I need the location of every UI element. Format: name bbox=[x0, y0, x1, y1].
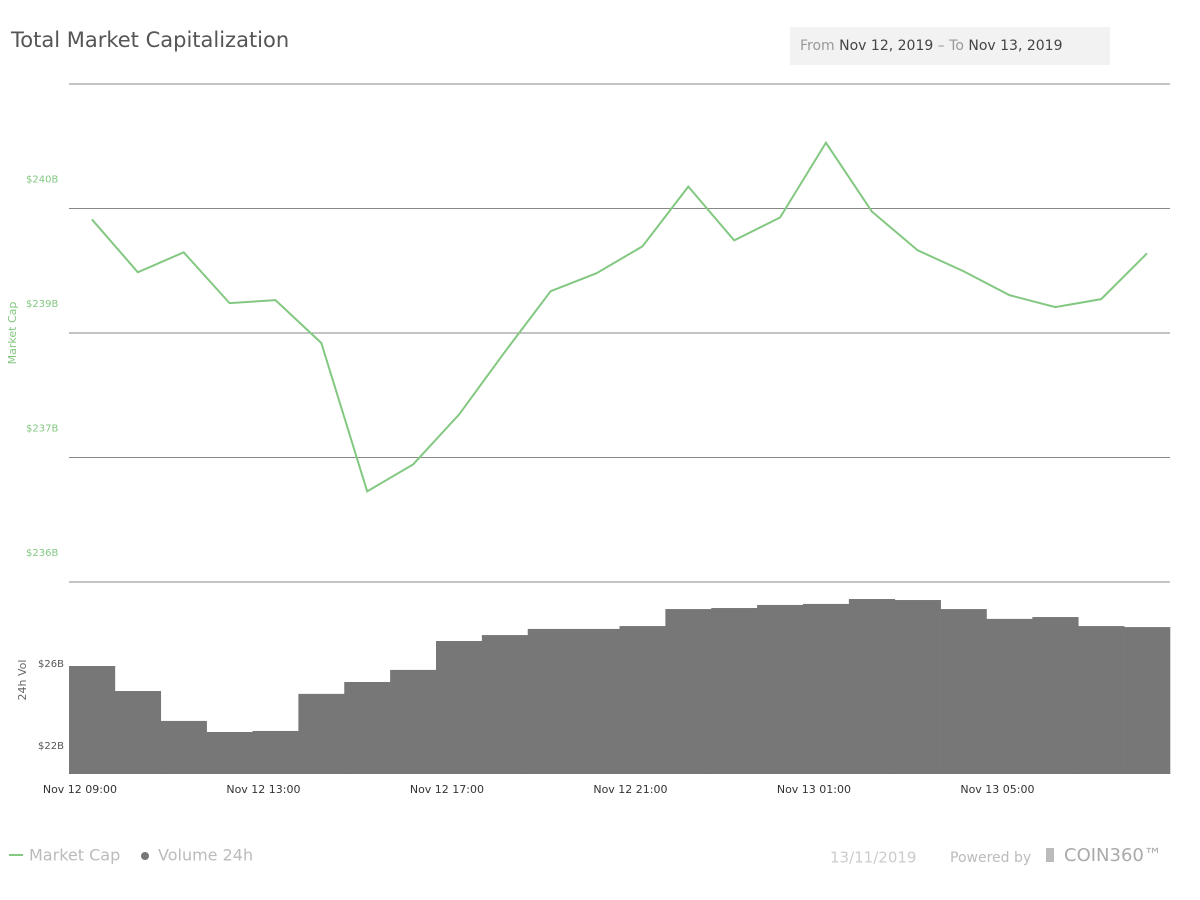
volume-bar bbox=[69, 666, 116, 774]
brand-icon bbox=[1046, 848, 1054, 862]
from-label: From bbox=[800, 38, 835, 54]
volume-bar bbox=[986, 618, 1033, 774]
volume-bar bbox=[665, 609, 712, 774]
x-tick-label: Nov 12 21:00 bbox=[593, 783, 667, 796]
volume-bar bbox=[711, 608, 758, 774]
y-tick-label: $239B bbox=[26, 299, 58, 310]
legend-label[interactable]: Volume 24h bbox=[158, 846, 253, 865]
x-tick-label: Nov 13 01:00 bbox=[777, 783, 851, 796]
to-label: – To bbox=[938, 38, 964, 54]
market-cap-line bbox=[91, 140, 1148, 493]
volume-bar bbox=[481, 635, 529, 774]
x-tick-label: Nov 12 17:00 bbox=[410, 783, 484, 796]
volume-bar bbox=[848, 599, 896, 774]
volume-bar bbox=[757, 604, 804, 774]
volume-bar bbox=[252, 730, 299, 774]
y-tick-label: $22B bbox=[38, 741, 64, 752]
x-tick-label: Nov 12 13:00 bbox=[226, 783, 300, 796]
y-tick-label: $236B bbox=[26, 548, 58, 559]
y-tick-label: $240B bbox=[26, 175, 58, 186]
y-axis-title: 24h Vol bbox=[16, 660, 29, 701]
x-tick-label: Nov 12 09:00 bbox=[43, 783, 117, 796]
volume-bar bbox=[206, 731, 253, 774]
y-axis-title: Market Cap bbox=[6, 302, 19, 365]
date-range-box[interactable] bbox=[790, 27, 1110, 65]
chart-title: Total Market Capitalization bbox=[10, 28, 289, 52]
footer-date: 13/11/2019 bbox=[830, 849, 916, 867]
volume-bar bbox=[894, 600, 941, 774]
legend-dot-icon bbox=[141, 852, 149, 860]
powered-by: Powered by bbox=[950, 850, 1031, 866]
volume-bar bbox=[527, 628, 574, 774]
volume-bar bbox=[114, 691, 162, 774]
volume-bar bbox=[160, 720, 207, 774]
volume-bar bbox=[344, 681, 391, 774]
volume-bar bbox=[1078, 626, 1125, 774]
volume-bar bbox=[436, 641, 483, 774]
from-date: Nov 12, 2019 bbox=[839, 38, 933, 54]
y-tick-label: $237B bbox=[26, 424, 58, 435]
to-date: Nov 13, 2019 bbox=[968, 38, 1062, 54]
legend-label[interactable]: Market Cap bbox=[29, 846, 120, 865]
volume-bar bbox=[573, 628, 620, 774]
volume-bar bbox=[1124, 627, 1171, 774]
date-range: From Nov 12, 2019 – To Nov 13, 2019 bbox=[800, 38, 1063, 54]
volume-bar bbox=[1032, 617, 1079, 774]
volume-bar bbox=[803, 603, 850, 774]
volume-bar bbox=[298, 693, 345, 774]
volume-bar bbox=[940, 609, 987, 774]
x-tick-label: Nov 13 05:00 bbox=[960, 783, 1034, 796]
y-tick-label: $26B bbox=[38, 659, 64, 670]
volume-bar bbox=[390, 669, 437, 774]
brand[interactable]: COIN360™ bbox=[1064, 845, 1162, 866]
volume-bar bbox=[619, 626, 666, 774]
